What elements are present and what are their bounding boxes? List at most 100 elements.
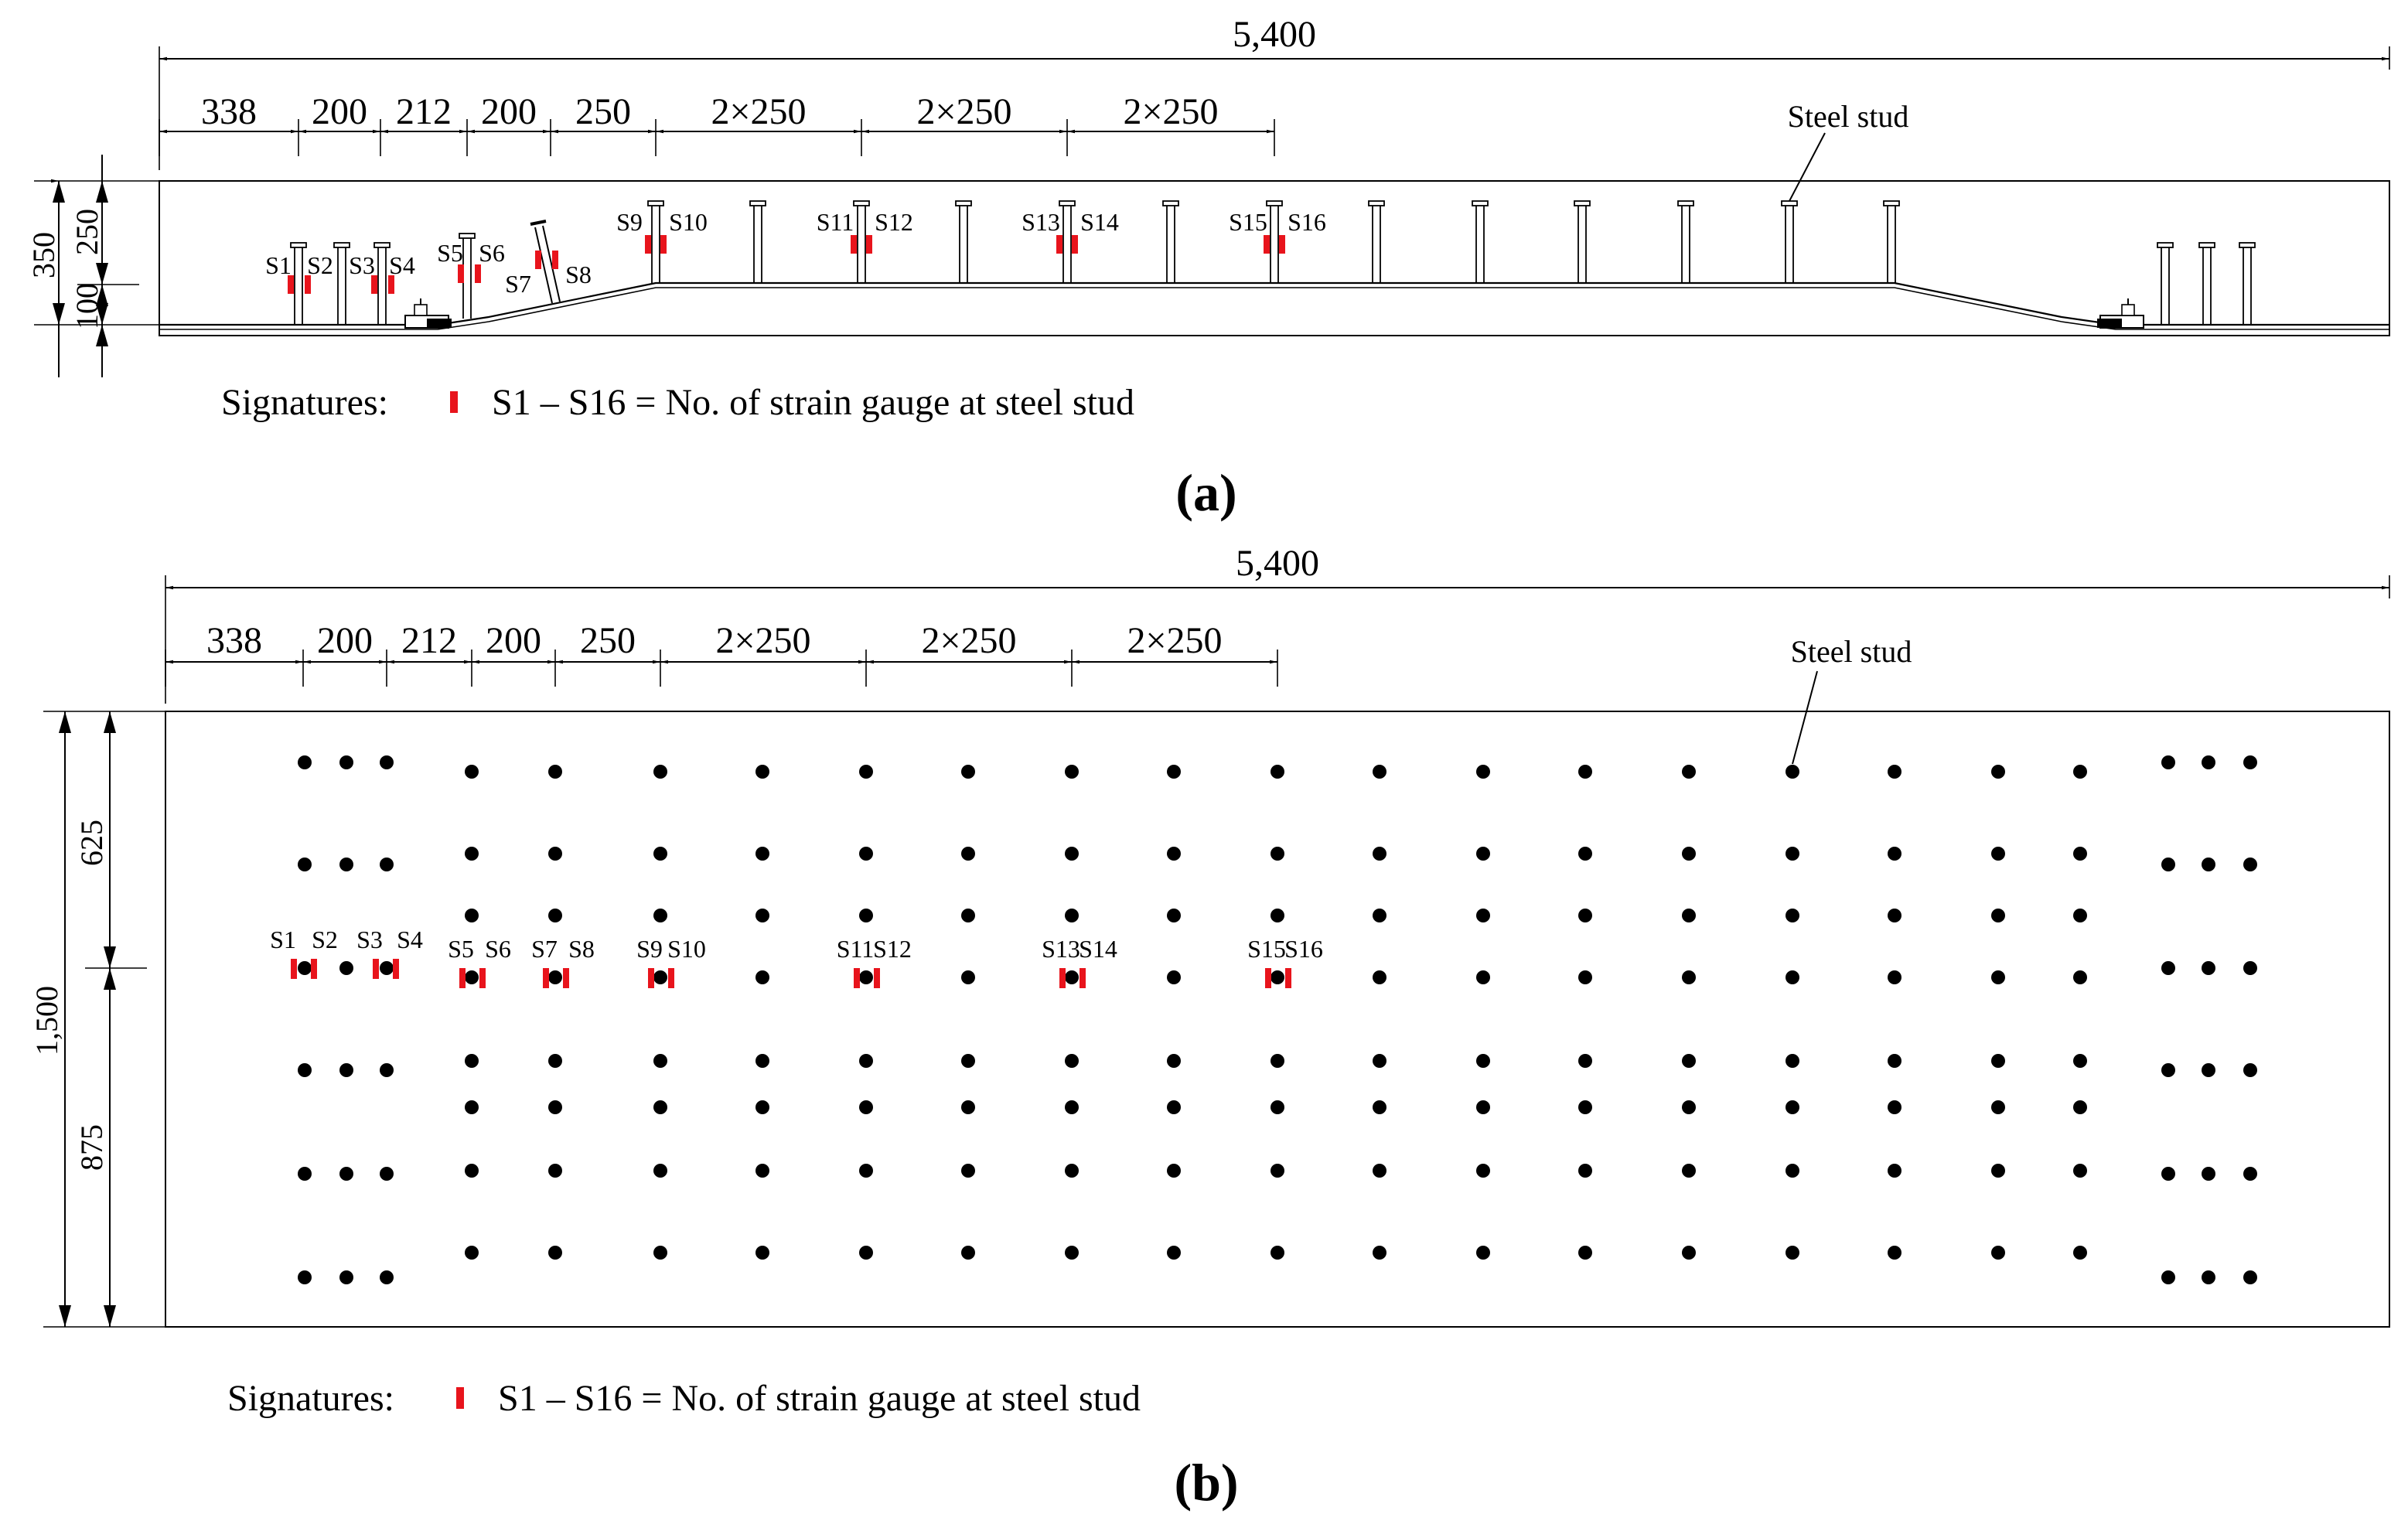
stud-dot bbox=[1578, 1100, 1592, 1114]
strain-gauge bbox=[291, 959, 297, 979]
gauge-label: S7 bbox=[531, 935, 558, 963]
stud-dot bbox=[653, 1054, 667, 1068]
panel-label-a: (a) bbox=[1175, 463, 1236, 522]
stud-dot bbox=[1167, 1164, 1181, 1178]
stud-dot bbox=[1476, 1246, 1490, 1260]
gauge-label: S4 bbox=[389, 251, 415, 279]
stud-dot bbox=[961, 847, 975, 861]
stud-dot bbox=[1065, 847, 1079, 861]
stud-dot bbox=[1786, 970, 1799, 984]
stud-dot bbox=[339, 755, 353, 769]
svg-text:Steel stud: Steel stud bbox=[1788, 99, 1909, 134]
stud-dot bbox=[1476, 765, 1490, 779]
stud-dot bbox=[2243, 858, 2257, 871]
stud-dot bbox=[2243, 961, 2257, 975]
beam-outline bbox=[159, 180, 2390, 336]
panel-a: 5,400 338 200 212 200 250 2×250 2×250 2×250 bbox=[26, 14, 2390, 522]
stud-head bbox=[290, 242, 307, 248]
stud-dot bbox=[339, 961, 353, 975]
strain-gauge bbox=[305, 275, 311, 294]
stud-dot bbox=[2202, 858, 2215, 871]
stud-dot bbox=[1476, 1054, 1490, 1068]
dimension-label: 2×250 bbox=[711, 91, 806, 132]
dimension-label: 212 bbox=[401, 620, 457, 661]
stud-dot bbox=[1786, 1164, 1799, 1178]
stud-head bbox=[1574, 200, 1591, 206]
stud-dot bbox=[1476, 1164, 1490, 1178]
stud-dot bbox=[2161, 961, 2175, 975]
stud-dot bbox=[755, 1054, 769, 1068]
legend-gauge-icon-b bbox=[456, 1387, 464, 1409]
gauge-label: S10 bbox=[669, 208, 708, 236]
dimension-label: 200 bbox=[486, 620, 541, 661]
studs-plan bbox=[298, 755, 2257, 1284]
stud-dot bbox=[1888, 1054, 1902, 1068]
stud-dot bbox=[755, 1246, 769, 1260]
stud-dot bbox=[298, 858, 312, 871]
stud-dot bbox=[2161, 755, 2175, 769]
stud-dot bbox=[1065, 1054, 1079, 1068]
stud-dot bbox=[1373, 970, 1386, 984]
stud-dot bbox=[548, 765, 562, 779]
stud-dot bbox=[2202, 755, 2215, 769]
stud-dot bbox=[465, 970, 479, 984]
stud-dot bbox=[1682, 1164, 1696, 1178]
stud-head bbox=[853, 200, 870, 206]
stud-dot bbox=[653, 1164, 667, 1178]
stud-dot bbox=[548, 1246, 562, 1260]
strain-gauge bbox=[552, 251, 558, 269]
stud-dot bbox=[380, 1167, 394, 1181]
stud-dot bbox=[1786, 847, 1799, 861]
stud-dot bbox=[1271, 909, 1284, 922]
dimension-label: 250 bbox=[575, 91, 631, 132]
dimension-label: 338 bbox=[201, 91, 257, 132]
stud-dot bbox=[755, 847, 769, 861]
strain-gauge bbox=[459, 968, 466, 988]
stud-dot bbox=[961, 970, 975, 984]
stud-dot bbox=[1578, 1054, 1592, 1068]
stud-dot bbox=[1167, 970, 1181, 984]
stud-dot bbox=[548, 1054, 562, 1068]
stud-dot bbox=[1682, 909, 1696, 922]
stud-dot bbox=[1271, 847, 1284, 861]
panel-label-b: (b) bbox=[1174, 1453, 1238, 1512]
stud-dot bbox=[298, 1167, 312, 1181]
gauge-label: S3 bbox=[356, 926, 383, 953]
strain-gauge bbox=[371, 275, 377, 294]
stud-dot bbox=[1167, 909, 1181, 922]
stud-dot bbox=[298, 755, 312, 769]
panel-b: 5,400 338 200 212 200 250 2×250 2×250 2×250 S1 S… bbox=[29, 543, 2390, 1512]
stud-dot bbox=[1373, 847, 1386, 861]
stud-dot bbox=[2073, 970, 2087, 984]
stud-head bbox=[1059, 200, 1076, 206]
stud-dot bbox=[2073, 1164, 2087, 1178]
stud-dot bbox=[653, 970, 667, 984]
stud-dot bbox=[465, 847, 479, 861]
stud-dot bbox=[380, 961, 394, 975]
gauge-label: S4 bbox=[397, 926, 423, 953]
gauge-label: S9 bbox=[616, 208, 643, 236]
svg-text:Steel stud: Steel stud bbox=[1791, 634, 1912, 669]
stud-dot bbox=[2073, 847, 2087, 861]
stud-head bbox=[1883, 200, 1900, 206]
stud-head bbox=[373, 242, 391, 248]
gauge-label: S6 bbox=[485, 935, 511, 963]
strain-gauge bbox=[874, 968, 880, 988]
gauge-label: S5 bbox=[448, 935, 474, 963]
stud-dot bbox=[465, 1246, 479, 1260]
stud-dot bbox=[1786, 1246, 1799, 1260]
stud-dot bbox=[1991, 765, 2005, 779]
stud-dot bbox=[755, 1164, 769, 1178]
strain-gauge bbox=[1056, 235, 1062, 254]
stud-dot bbox=[1786, 1100, 1799, 1114]
stud-dot bbox=[465, 909, 479, 922]
gauge-label: S13 bbox=[1042, 935, 1080, 963]
strain-gauge bbox=[1264, 235, 1270, 254]
stud-dot bbox=[465, 1100, 479, 1114]
stud-dot bbox=[2243, 755, 2257, 769]
gauge-label: S12 bbox=[873, 935, 912, 963]
svg-text:350: 350 bbox=[26, 232, 61, 278]
gauge-label: S6 bbox=[479, 239, 505, 267]
stud-dot bbox=[548, 1164, 562, 1178]
